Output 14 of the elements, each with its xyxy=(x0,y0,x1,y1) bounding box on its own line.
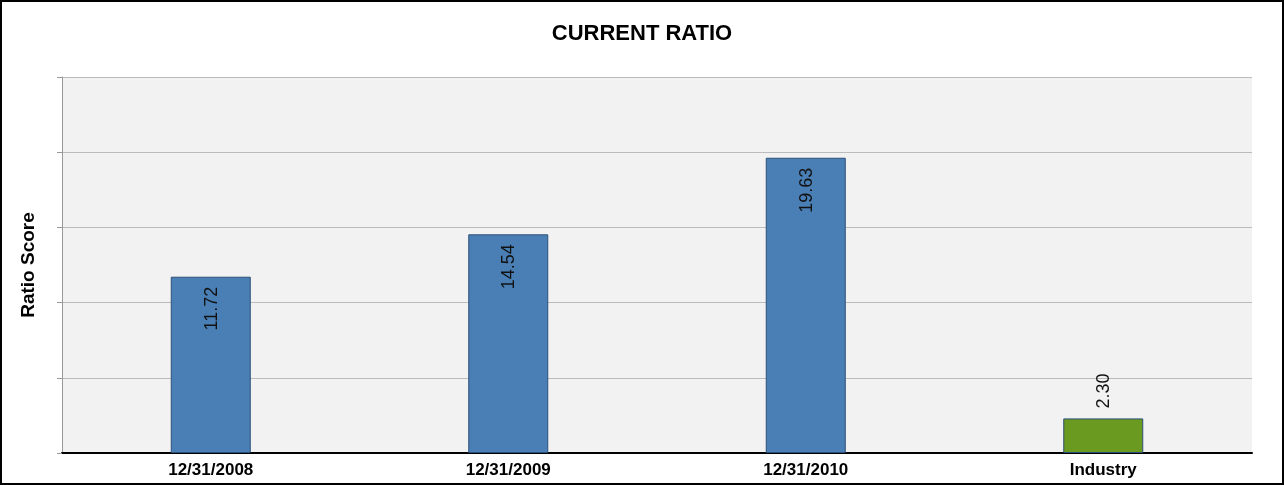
x-tick-label: 12/31/2010 xyxy=(763,460,849,479)
chart-title: CURRENT RATIO xyxy=(551,19,733,45)
data-label: 19.63 xyxy=(795,167,816,213)
bar xyxy=(170,276,251,453)
bar xyxy=(1063,418,1144,453)
x-tick-label: 12/31/2009 xyxy=(465,460,551,479)
bar xyxy=(765,157,846,453)
data-label: 11.72 xyxy=(200,286,221,331)
x-tick-label: Industry xyxy=(1069,460,1138,479)
data-label: 2.30 xyxy=(1093,373,1114,409)
bar xyxy=(468,234,549,453)
data-label: 14.54 xyxy=(498,244,519,290)
y-axis-title: Ratio Score xyxy=(17,212,38,318)
x-tick-label: 12/31/2008 xyxy=(168,460,254,479)
